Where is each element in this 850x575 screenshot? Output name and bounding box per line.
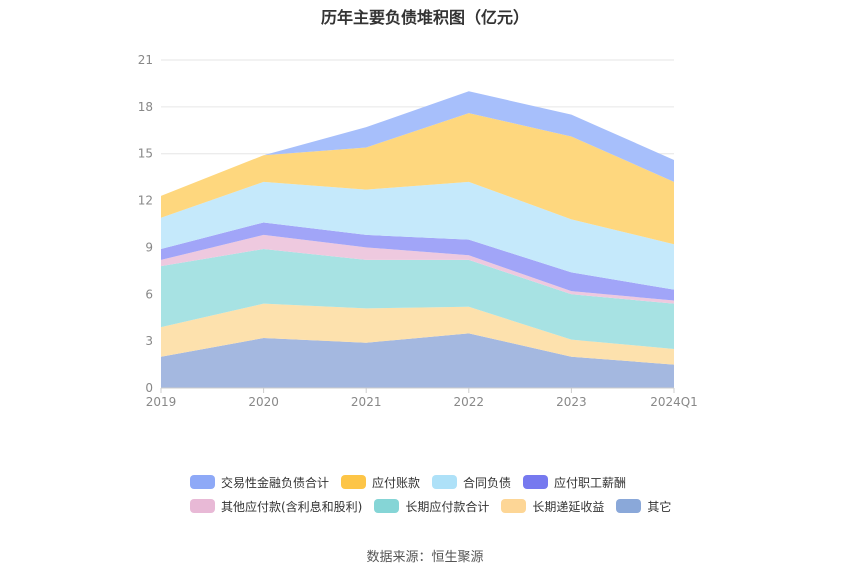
- data-source-note: 数据来源：恒生聚源: [366, 550, 484, 565]
- legend-label: 其它: [647, 499, 672, 514]
- legend-swatch: [374, 499, 400, 513]
- x-tick-label: 2024Q1: [650, 395, 698, 409]
- legend-swatch: [523, 475, 549, 489]
- legend: 交易性金融负债合计 应付账款 合同负债 应付职工薪酬 其他应付款(含利息和股利) 长期应…: [190, 470, 710, 518]
- legend-label: 长期应付款合计: [405, 499, 490, 514]
- y-tick-label: 3: [145, 334, 153, 348]
- legend-item[interactable]: 交易性金融负债合计: [190, 474, 329, 491]
- area-series: [161, 91, 674, 388]
- legend-item[interactable]: 应付职工薪酬: [523, 474, 626, 491]
- y-tick-label: 6: [145, 287, 153, 301]
- legend-label: 合同负债: [463, 475, 512, 490]
- area-series-其他应付款(含利息和股利): [161, 234, 674, 304]
- x-tick-label: 2023: [556, 395, 587, 409]
- legend-label: 其他应付款(含利息和股利): [221, 499, 363, 514]
- legend-row: 其他应付款(含利息和股利) 长期应付款合计 长期递延收益 其它: [190, 494, 710, 518]
- y-tick-label: 9: [145, 240, 153, 254]
- legend-swatch: [190, 475, 215, 489]
- legend-label: 交易性金融负债合计: [221, 475, 330, 490]
- legend-item[interactable]: 长期应付款合计: [374, 498, 489, 515]
- area-series-其它: [161, 333, 674, 388]
- axes: 0 3 6 9 12 15 18 21 2019 2020 2021 2022 2023 2024Q1: [138, 53, 698, 409]
- y-tick-label: 18: [138, 100, 153, 114]
- legend-row: 交易性金融负债合计 应付账款 合同负债 应付职工薪酬: [190, 470, 710, 494]
- legend-item[interactable]: 长期递延收益: [501, 498, 604, 515]
- y-tick-label: 15: [138, 147, 153, 161]
- legend-swatch: [341, 475, 367, 489]
- y-tick-label: 21: [138, 53, 153, 67]
- legend-item[interactable]: 合同负债: [432, 474, 511, 491]
- legend-swatch: [432, 475, 458, 489]
- y-tick-label: 0: [145, 381, 153, 395]
- area-series-应付账款: [161, 113, 674, 245]
- area-series-长期递延收益: [161, 303, 674, 365]
- x-tick-label: 2021: [351, 395, 382, 409]
- legend-label: 应付账款: [372, 475, 421, 490]
- y-tick-label: 12: [138, 194, 153, 208]
- legend-swatch: [501, 499, 527, 513]
- legend-item[interactable]: 其它: [616, 498, 671, 515]
- legend-swatch: [616, 499, 642, 513]
- legend-item[interactable]: 其他应付款(含利息和股利): [190, 498, 362, 515]
- legend-swatch: [190, 499, 215, 513]
- legend-item[interactable]: 应付账款: [341, 474, 420, 491]
- x-tick-label: 2020: [248, 395, 279, 409]
- x-tick-label: 2022: [454, 395, 485, 409]
- area-series-交易性金融负债合计: [161, 91, 674, 196]
- x-tick-label: 2019: [146, 395, 177, 409]
- area-series-长期应付款合计: [161, 248, 674, 349]
- area-series-应付职工薪酬: [161, 222, 674, 301]
- area-series-合同负债: [161, 181, 674, 290]
- legend-label: 长期递延收益: [532, 499, 605, 514]
- chart-title: 历年主要负债堆积图（亿元）: [320, 8, 529, 27]
- legend-label: 应付职工薪酬: [554, 475, 627, 490]
